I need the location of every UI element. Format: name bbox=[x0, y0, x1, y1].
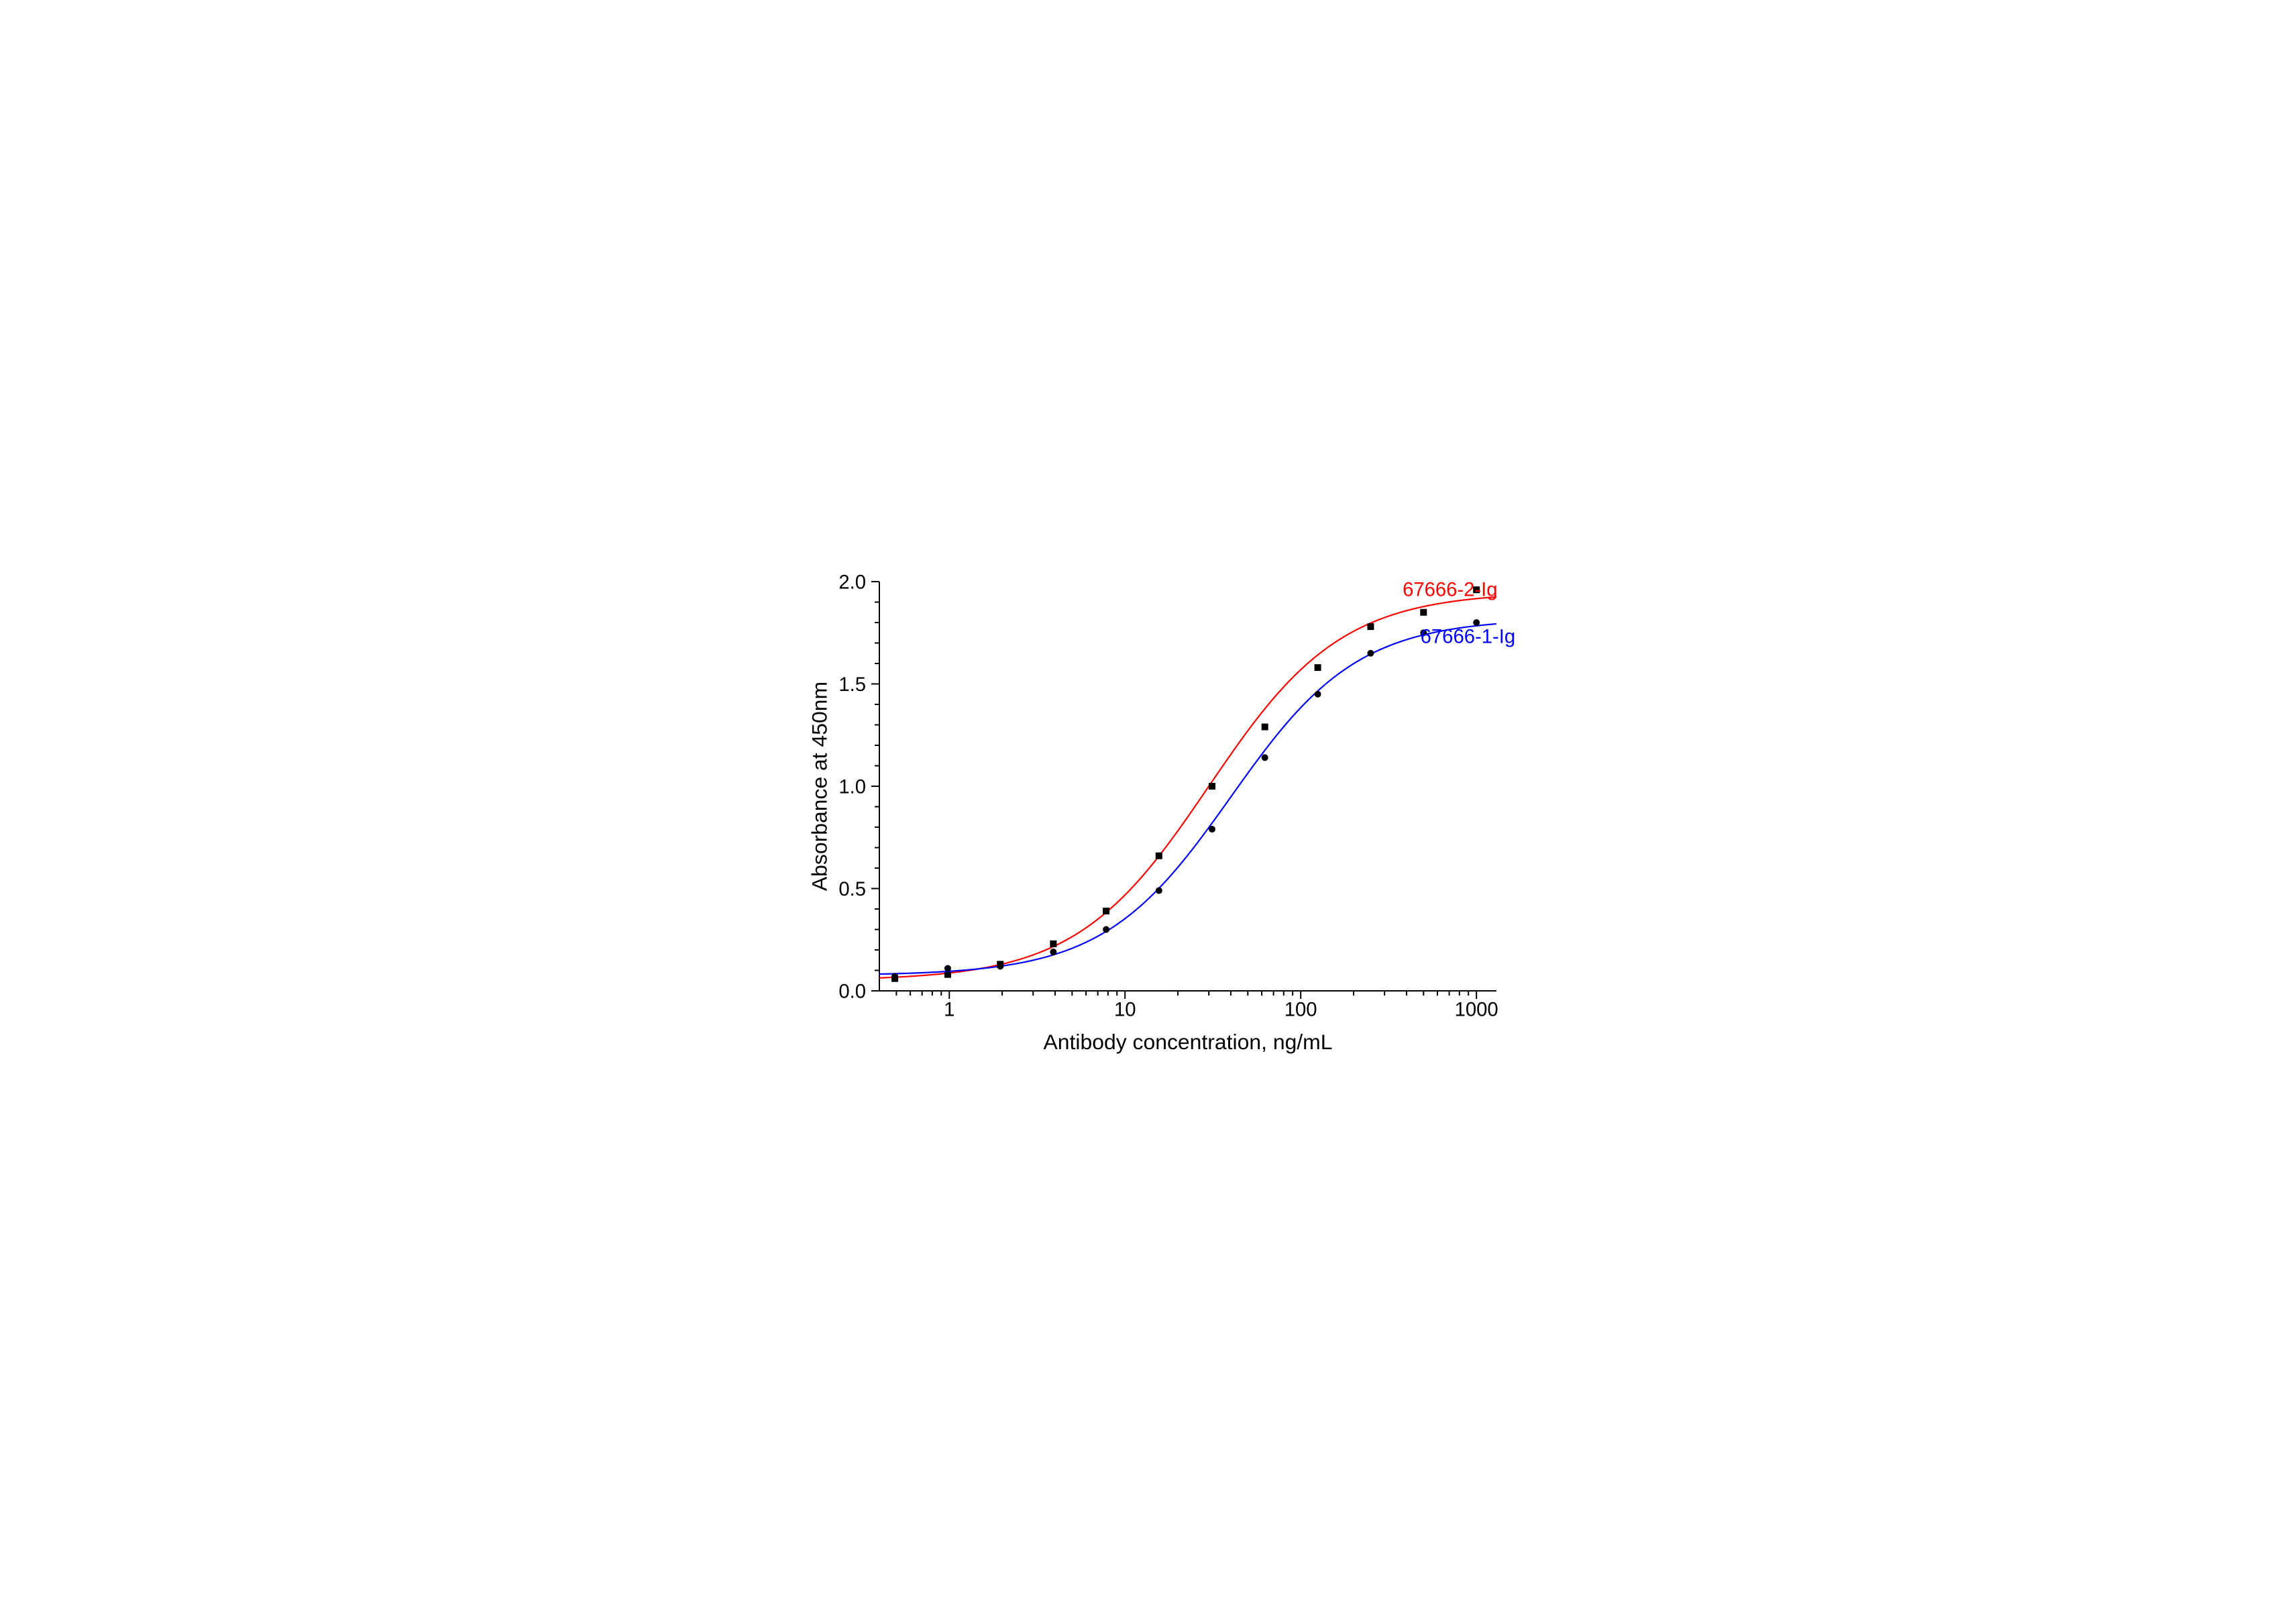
x-tick-label: 100 bbox=[1284, 999, 1317, 1020]
data-point-s2 bbox=[997, 963, 1003, 969]
data-point-s2 bbox=[1473, 619, 1480, 626]
data-point-s2 bbox=[1209, 826, 1215, 833]
series-label-s1: 67666-2-Ig bbox=[1403, 579, 1497, 600]
y-tick-label: 0.0 bbox=[838, 981, 866, 1002]
data-point-s1 bbox=[1156, 853, 1162, 859]
data-point-s1 bbox=[1315, 664, 1321, 671]
y-tick-label: 1.5 bbox=[838, 674, 866, 696]
data-point-s1 bbox=[1262, 724, 1268, 731]
data-point-s1 bbox=[1367, 623, 1374, 630]
elisa-binding-chart: 1 10 100 1000 Antibody concentration, ng/mL 0… bbox=[765, 535, 1531, 1069]
y-tick-label: 2.0 bbox=[838, 572, 866, 593]
data-point-s2 bbox=[1262, 754, 1268, 761]
y-axis-label: Absorbance at 450nm bbox=[807, 682, 831, 891]
data-point-s2 bbox=[1315, 691, 1321, 698]
data-point-s2 bbox=[1103, 926, 1109, 933]
data-point-s1 bbox=[1103, 908, 1109, 914]
y-tick-label: 0.5 bbox=[838, 879, 866, 900]
data-point-s2 bbox=[944, 965, 951, 971]
y-tick-label: 1.0 bbox=[838, 776, 866, 798]
data-point-s2 bbox=[891, 973, 898, 980]
series-label-s2: 67666-1-Ig bbox=[1421, 627, 1515, 648]
data-point-s1 bbox=[1209, 783, 1215, 790]
data-point-s2 bbox=[1050, 949, 1056, 955]
x-tick-label: 1000 bbox=[1455, 999, 1498, 1020]
x-tick-label: 10 bbox=[1114, 999, 1136, 1020]
data-point-s2 bbox=[1367, 650, 1374, 657]
data-point-s1 bbox=[1420, 609, 1427, 616]
data-point-s1 bbox=[1050, 941, 1056, 947]
data-point-s2 bbox=[1156, 888, 1162, 894]
chart-svg: 1 10 100 1000 Antibody concentration, ng/mL 0… bbox=[765, 535, 1531, 1069]
x-tick-label: 1 bbox=[944, 999, 954, 1020]
x-axis-label: Antibody concentration, ng/mL bbox=[1044, 1030, 1333, 1054]
